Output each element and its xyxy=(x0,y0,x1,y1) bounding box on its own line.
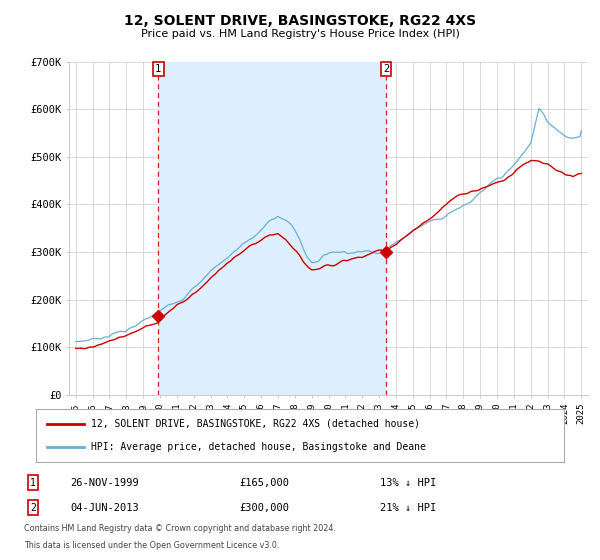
Bar xyxy=(158,62,386,395)
Text: 1: 1 xyxy=(30,478,36,488)
Text: £300,000: £300,000 xyxy=(239,503,289,513)
Text: 12, SOLENT DRIVE, BASINGSTOKE, RG22 4XS: 12, SOLENT DRIVE, BASINGSTOKE, RG22 4XS xyxy=(124,14,476,28)
Text: 2: 2 xyxy=(383,64,389,74)
Text: 04-JUN-2013: 04-JUN-2013 xyxy=(71,503,139,513)
Text: 1: 1 xyxy=(155,64,161,74)
Text: 26-NOV-1999: 26-NOV-1999 xyxy=(71,478,139,488)
Text: HPI: Average price, detached house, Basingstoke and Deane: HPI: Average price, detached house, Basi… xyxy=(91,442,427,452)
Text: Contains HM Land Registry data © Crown copyright and database right 2024.: Contains HM Land Registry data © Crown c… xyxy=(24,524,336,533)
Text: £165,000: £165,000 xyxy=(239,478,289,488)
Text: 2: 2 xyxy=(30,503,36,513)
Text: 13% ↓ HPI: 13% ↓ HPI xyxy=(380,478,436,488)
Text: 21% ↓ HPI: 21% ↓ HPI xyxy=(380,503,436,513)
Text: Price paid vs. HM Land Registry's House Price Index (HPI): Price paid vs. HM Land Registry's House … xyxy=(140,29,460,39)
Text: This data is licensed under the Open Government Licence v3.0.: This data is licensed under the Open Gov… xyxy=(24,541,280,550)
Text: 12, SOLENT DRIVE, BASINGSTOKE, RG22 4XS (detached house): 12, SOLENT DRIVE, BASINGSTOKE, RG22 4XS … xyxy=(91,419,421,429)
